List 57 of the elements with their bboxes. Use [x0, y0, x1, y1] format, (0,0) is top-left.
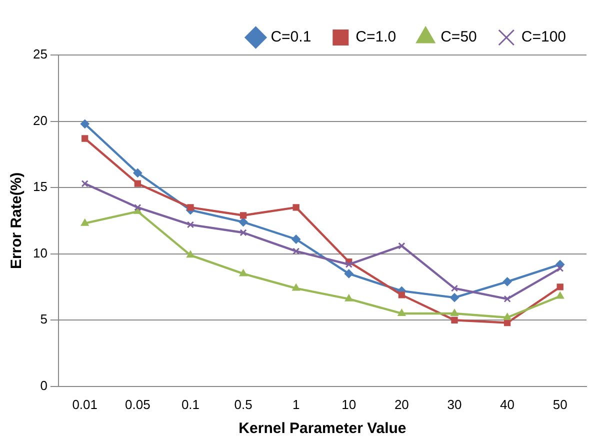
x-tick-label: 0.05 [125, 396, 150, 412]
point [186, 221, 194, 228]
point [80, 119, 90, 128]
point [292, 284, 300, 291]
point [344, 294, 353, 302]
point [133, 168, 142, 178]
x-tick-label: 0.5 [234, 396, 252, 412]
point [504, 319, 511, 326]
y-tick-label: 5 [40, 312, 48, 327]
point [80, 218, 89, 226]
point [81, 180, 88, 188]
point [450, 293, 459, 302]
legend-label: C=50 [440, 28, 477, 46]
point [134, 180, 141, 187]
point [398, 308, 406, 316]
point [187, 204, 194, 211]
point [240, 212, 247, 219]
point [186, 250, 194, 258]
y-tick-label: 25 [32, 46, 48, 62]
point [556, 292, 564, 299]
legend-label: C=0.1 [270, 28, 312, 46]
x-tick-label: 50 [552, 396, 568, 412]
point [292, 248, 300, 255]
x-tick-label: 20 [394, 396, 409, 412]
x-tick-label: 40 [500, 396, 515, 412]
y-tick-label: 0 [40, 378, 48, 393]
point [344, 269, 354, 278]
point [450, 284, 458, 292]
point [556, 284, 564, 290]
x-tick-label: 0.1 [181, 396, 200, 412]
x-tick-label: 10 [342, 396, 356, 412]
point [239, 269, 248, 276]
point [292, 234, 301, 244]
point [240, 229, 247, 236]
point [238, 218, 248, 227]
point [345, 260, 352, 268]
x-tick-label: 30 [447, 396, 462, 412]
point [556, 264, 564, 272]
point [134, 204, 142, 212]
legend-label: C=1.0 [356, 28, 396, 46]
point [82, 135, 88, 142]
y-tick-label: 20 [32, 112, 48, 128]
y-tick-label: 15 [32, 179, 48, 194]
x-tick-label: 1 [292, 396, 300, 412]
point [398, 242, 406, 250]
y-tick-label: 10 [32, 245, 48, 260]
point [451, 316, 458, 324]
x-axis-title: Kernel Parameter Value [238, 420, 406, 438]
point [503, 312, 512, 320]
x-tick-label: 0.01 [72, 396, 98, 412]
legend-label: C=100 [521, 28, 566, 46]
point [292, 204, 300, 211]
point [504, 295, 511, 302]
point [398, 292, 406, 298]
point [450, 308, 458, 316]
point [502, 277, 512, 286]
y-axis-title: Error Rate(%) [8, 172, 26, 270]
